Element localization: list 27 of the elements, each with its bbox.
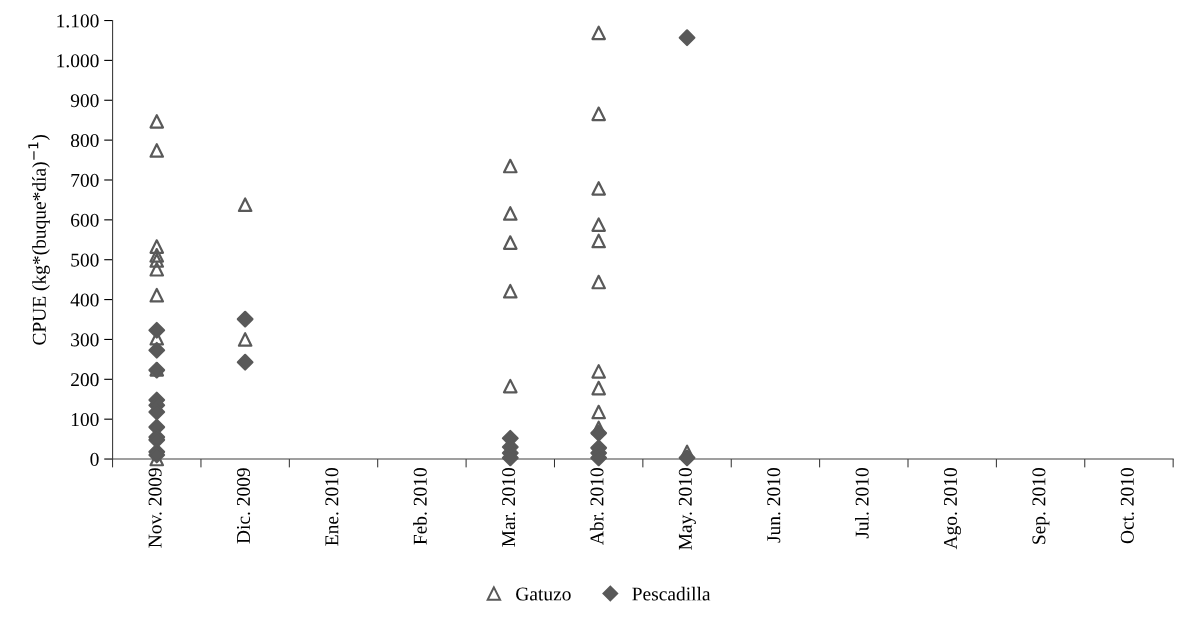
x-tick-label: Mar. 2010 [502,468,516,547]
x-tick-label: Sep. 2010 [1032,468,1050,544]
legend-label: Gatuzo [516,587,571,601]
y-tick-label: 300 [71,333,99,347]
y-tick-label: 800 [70,133,99,148]
y-tick-label: 500 [71,253,99,267]
x-tick-label: Dic. 2009 [236,468,251,544]
x-tick-label: Abr. 2010 [589,468,604,545]
y-tick-label: 200 [71,373,99,387]
y-tick-label: 1.100 [57,14,99,28]
x-tick-label: Jun. 2010 [767,468,781,543]
y-tick-label: 1.000 [57,54,99,68]
x-tick-label: Oct. 2010 [1120,468,1134,544]
y-tick-label: 700 [71,173,99,187]
x-tick-label: Jul. 2010 [855,468,869,539]
y-tick-label: 400 [70,293,99,307]
x-tick-label: Feb. 2010 [413,468,427,545]
y-tick-label: 900 [70,94,99,108]
x-tick-label: Nov. 2009 [148,468,162,548]
y-tick-label: 600 [71,213,99,227]
y-tick-label: 100 [71,412,99,427]
x-tick-label: Ago. 2010 [943,468,962,550]
y-axis-title: CPUE (kg*(buque*día)$^{−1}$) [28,135,50,345]
y-tick-label: 0 [90,452,99,466]
x-tick-label: Ene. 2010 [325,468,339,546]
x-tick-label: May. 2010 [678,468,696,550]
legend-label: Pescadilla [632,586,711,601]
